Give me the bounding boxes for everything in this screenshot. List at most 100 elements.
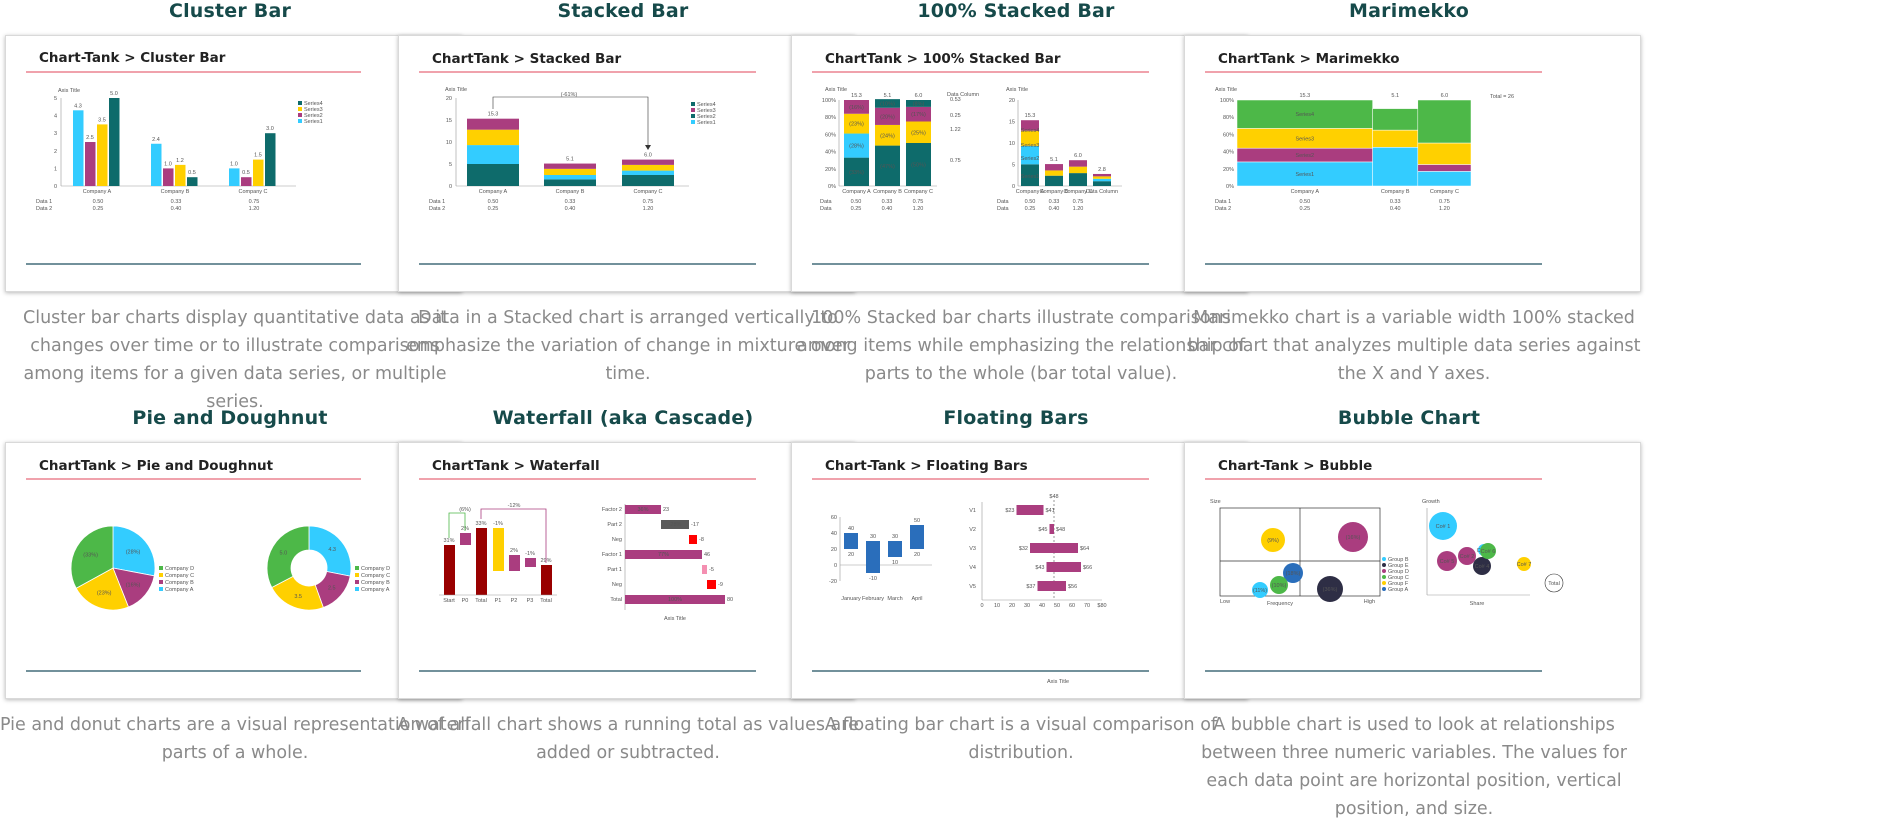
total-label: 6.0 [915,93,923,99]
chart-thumbnail[interactable]: ChartTank > Waterfall 31% Start 2% P0 33% Tot… [398,442,855,699]
table-cell: 0.50 [1299,199,1310,205]
chart-thumbnail[interactable]: Chart-Tank > Cluster Bar Axis Title 0 1 2 3… [5,35,462,292]
waterfall-bar [493,528,504,571]
plot-area: -20 0 20 40 60 40 20 January 30 -10 February 30 10 Ma… [829,494,1107,609]
waterfall-hbar [707,580,716,589]
table-cell: 1.20 [249,206,260,212]
x-tick-label: Company B [556,189,585,195]
slice-label: 5.0 [280,550,288,556]
bubble [1480,543,1496,559]
waterfall-hbar [625,505,661,514]
legend-swatch [691,108,695,112]
bubble-label: (18%) [1286,571,1301,577]
stacked-bar-chart: ChartTank > Stacked Bar Axis Title 0 5 10 1… [419,51,756,265]
y-tick-label: 0 [1012,184,1015,190]
card-title[interactable]: Pie and Doughnut [132,407,328,429]
y-tick-label: 1 [54,166,57,172]
chart-gallery: Cluster Bar Chart-Tank > Cluster Bar Axi… [0,0,1641,819]
card-title[interactable]: Stacked Bar [557,0,689,22]
table-cell: 0.40 [1049,206,1060,212]
slice-label: 4.3 [328,547,336,553]
bubble-label: (11%) [1253,588,1267,594]
total-label: 15.3 [851,93,862,99]
table-cell: 0.25 [851,206,862,212]
high-label: $66 [1083,565,1092,571]
legend-swatch [298,113,302,117]
card-description: Data in a Stacked chart is arranged vert… [406,308,850,384]
bracket-label: -12% [508,503,521,509]
x-tick-label: Company C [1063,189,1092,195]
legend-swatch [691,114,695,118]
plot-area: Size Frequency Low High (9%) (16%) (18%) (10%) (… [1210,499,1564,607]
total-label: 15.3 [1025,113,1036,119]
floating-bars-chart: Chart-Tank > Floating Bars Axis Title -2… [812,458,1149,685]
y-tick-label: 60 [831,515,837,521]
x-tick-label: 20 [1009,603,1015,609]
y-tick-label: 40% [825,150,836,156]
bar-value-label: -8 [699,537,704,543]
x-tick-label: Company A [479,189,508,195]
y-tick-label: 100% [1220,98,1234,104]
legend-label: Series3 [697,108,716,114]
total-label: 5.1 [566,157,574,163]
high-label: $64 [1080,546,1089,552]
y-tick-label: V4 [969,565,976,571]
table-row-label: Data [820,199,833,205]
table-cell: 0.50 [851,199,862,205]
table-cell: 0.33 [1390,199,1401,205]
bar-segment [544,168,596,175]
legend-swatch [1382,569,1386,573]
bar-segment [1045,170,1063,176]
bubble [1544,573,1564,593]
chart-thumbnail[interactable]: ChartTank > Stacked Bar Axis Title 0 5 10 1… [398,35,855,292]
bubble-label: Co# 4 [1475,564,1490,570]
card-title[interactable]: Bubble Chart [1337,407,1481,429]
table-cell: 0.40 [1390,206,1401,212]
plot-area: 0 1 2 3 4 5 4.3 2.5 3.5 5.0 Company A 2.4 1.0 1.2 0.5 C… [36,91,323,212]
y-tick-label: 40% [1223,150,1234,156]
card-title[interactable]: 100% Stacked Bar [917,0,1115,22]
legend-label: Group C [1388,575,1409,581]
chart-thumbnail[interactable]: ChartTank > Pie and Doughnut (28%) (16%)(… [5,442,462,699]
x-tick-label: 70 [1084,603,1090,609]
table-cell: 0.50 [1025,199,1036,205]
table-cell: 0.33 [882,199,893,205]
card-title[interactable]: Floating Bars [943,407,1089,429]
legend-swatch [355,573,359,577]
y-axis-title: Size [1210,499,1221,505]
x-axis-title: Share [1470,601,1485,607]
bar-segment [622,170,674,175]
legend-swatch [691,102,695,106]
segment-label: (25%) [911,130,926,136]
legend-label: Company D [165,566,194,572]
card-description: A floating bar chart is a visual compari… [824,715,1218,763]
y-tick-label: 60% [825,132,836,138]
waterfall-bar [460,533,471,545]
plot-area: 0% 20% 40% 60% 80% 100% Series1 Series2 Series3 S… [1215,93,1514,212]
card-title[interactable]: Marimekko [1349,0,1469,22]
waterfall-hbar [689,535,697,544]
chart-thumbnail[interactable]: Chart-Tank > Floating Bars Axis Title -2… [791,442,1248,699]
bar-value-label: -1% [493,521,503,527]
y-tick-label: V2 [969,527,976,533]
chart-thumbnail[interactable]: ChartTank > 100% Stacked Bar Axis Title … [791,35,1248,292]
bubble-chart: Chart-Tank > Bubble Size Frequency Low High… [1205,458,1564,672]
total-label: 5.1 [1391,93,1399,99]
chart-thumbnail[interactable]: Chart-Tank > Bubble Size Frequency Low High… [1184,442,1641,699]
waterfall-hbar [625,595,725,604]
bar-value-label: -5 [709,567,714,573]
x-axis-title: Axis Title [1047,679,1069,685]
y-tick-label: 10 [1009,141,1015,147]
high-label: 30 [892,534,898,540]
y-tick-label: 0% [1226,184,1234,190]
mekko-cell [1417,164,1472,172]
table-row-label: Data [997,206,1010,212]
chart-header: ChartTank > Waterfall [432,458,600,474]
bubble-label: (16%) [1346,535,1361,541]
table-cell: 0.25 [488,206,499,212]
segment-label: Series1 [1295,172,1314,178]
chart-thumbnail[interactable]: ChartTank > Marimekko Axis Title 0% 20% 40… [1184,35,1641,292]
card-title[interactable]: Waterfall (aka Cascade) [492,407,754,429]
low-label: $45 [1038,527,1047,533]
card-title[interactable]: Cluster Bar [168,0,292,22]
